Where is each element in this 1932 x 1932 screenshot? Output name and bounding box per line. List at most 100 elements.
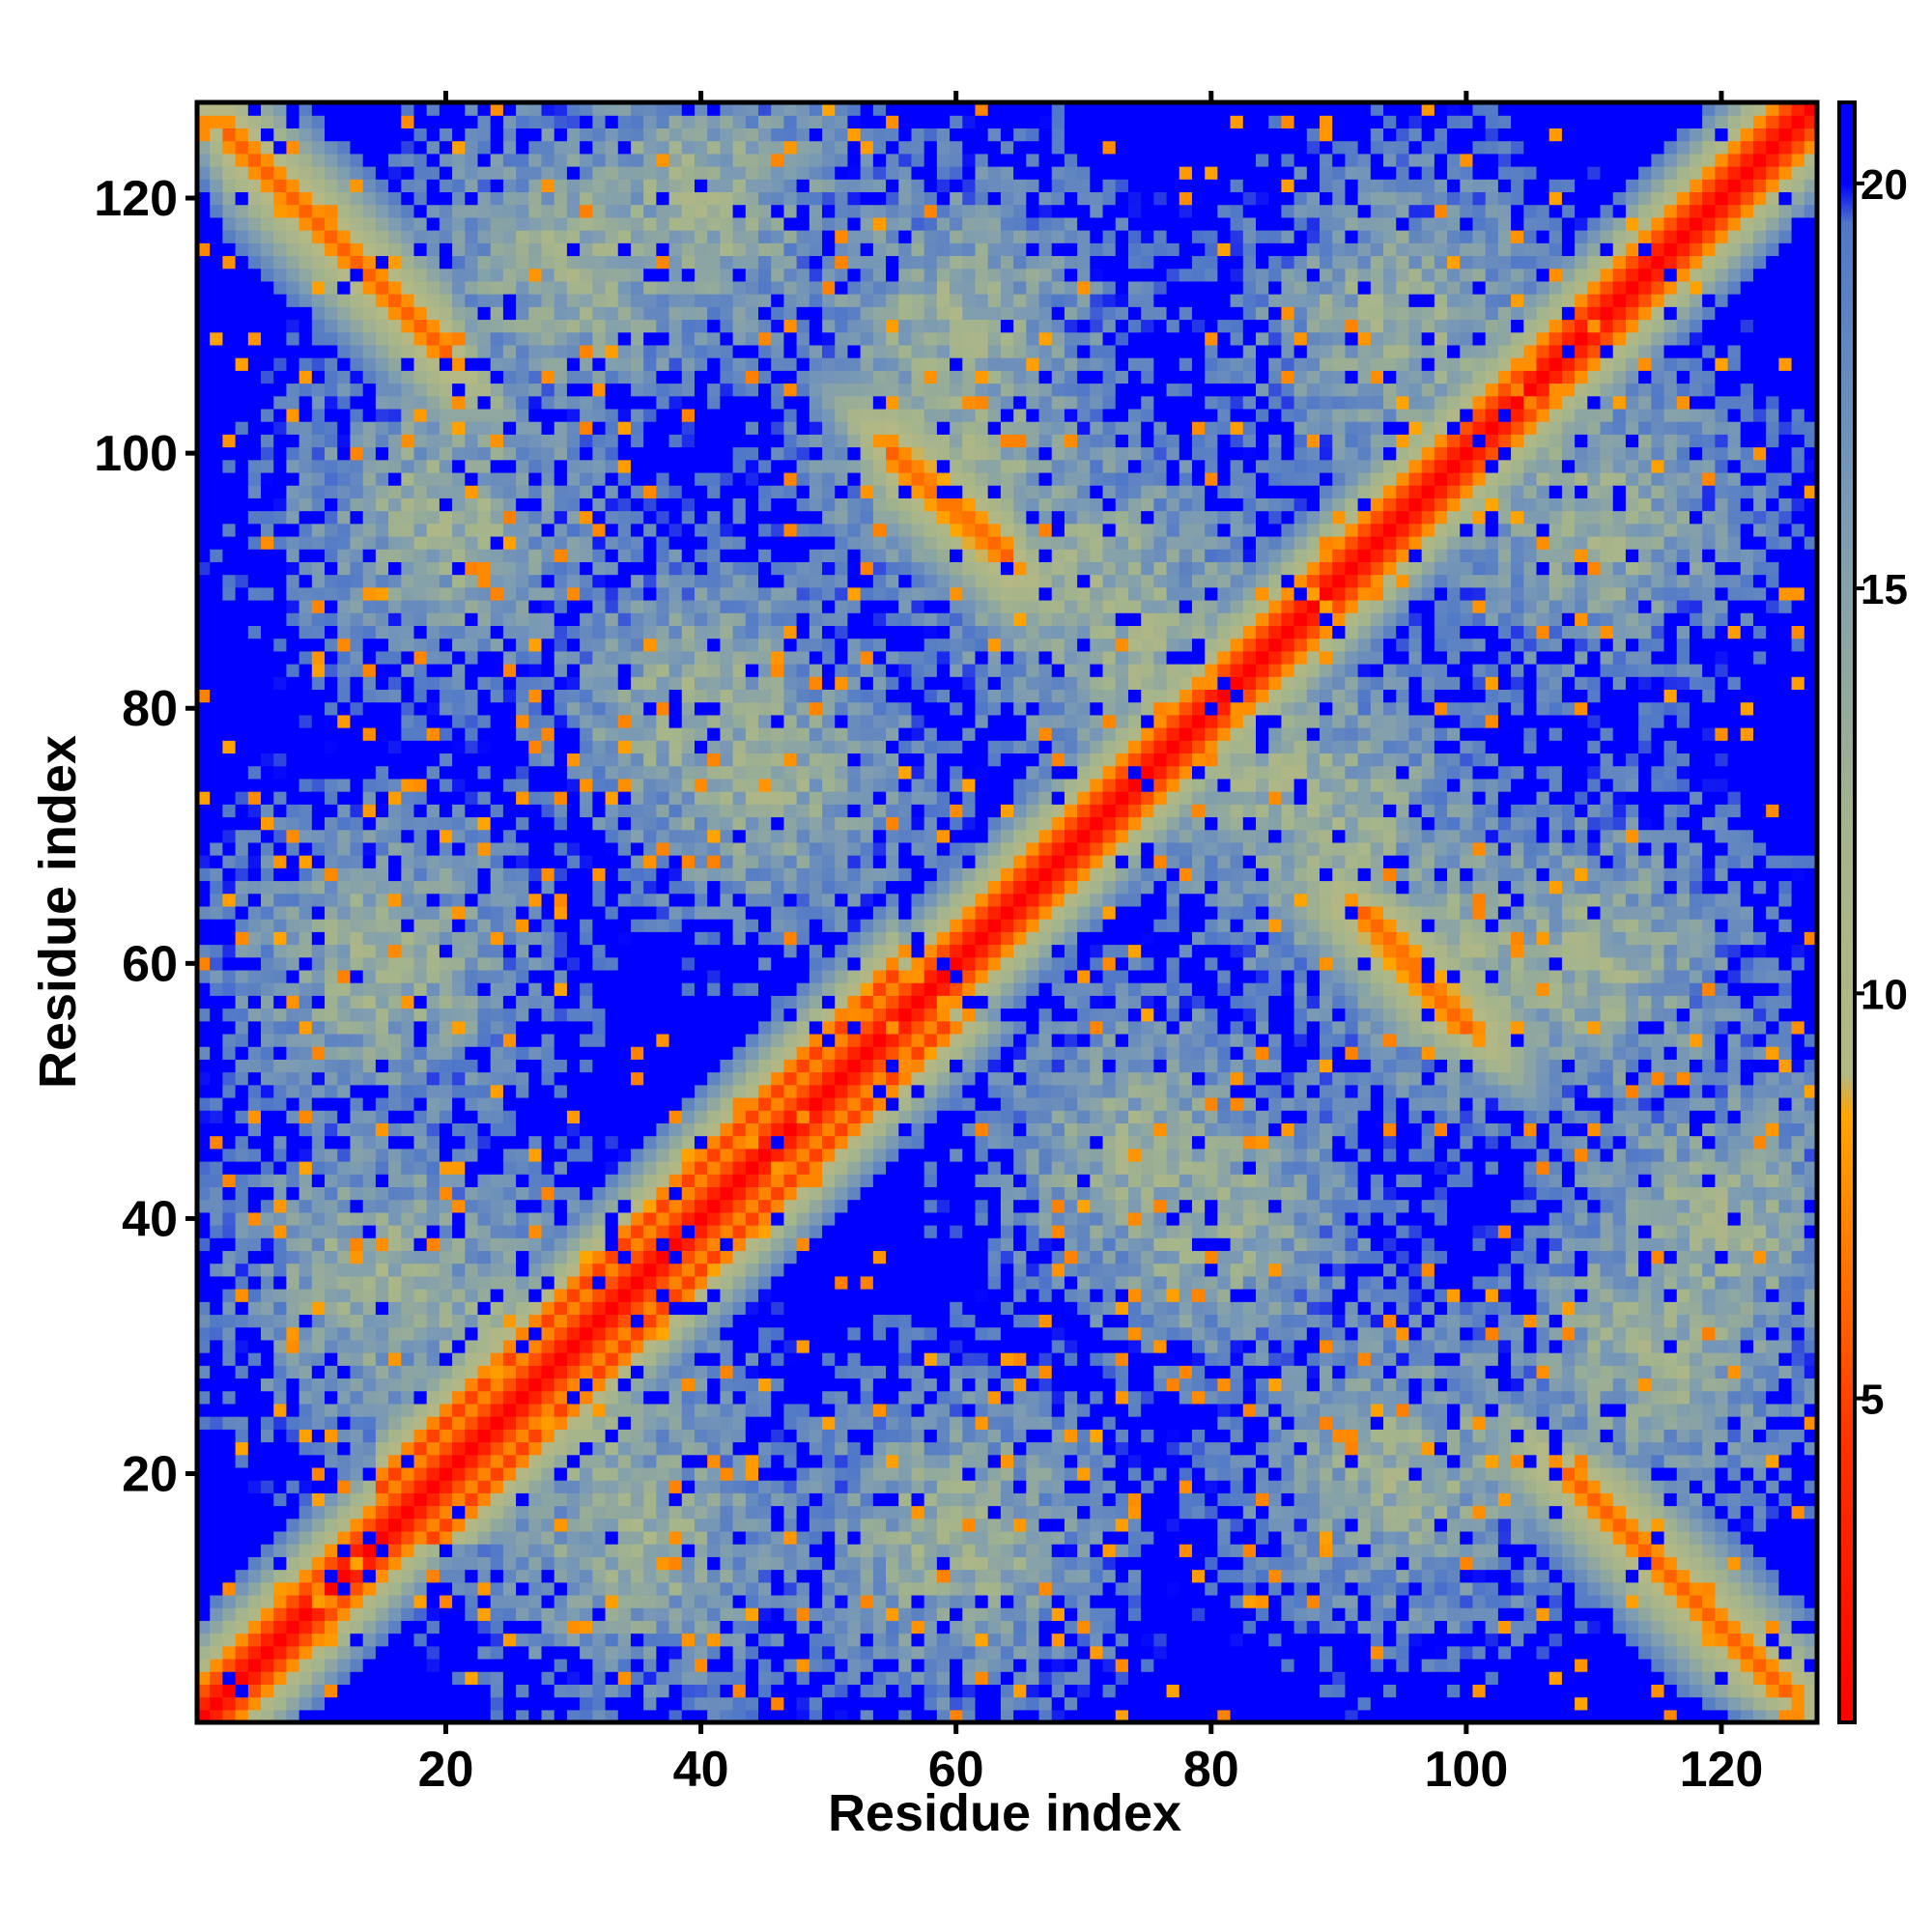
heatmap-cell (298, 166, 313, 180)
heatmap-cell (643, 280, 657, 295)
heatmap-cell (235, 1492, 249, 1507)
heatmap-cell (528, 331, 543, 346)
heatmap-cell (477, 230, 492, 243)
heatmap-cell (325, 727, 338, 741)
heatmap-cell (247, 459, 262, 473)
heatmap-cell (566, 1658, 581, 1672)
heatmap-cell (413, 1378, 428, 1392)
heatmap-cell (413, 586, 428, 601)
heatmap-cell (605, 179, 619, 193)
heatmap-cell (566, 638, 581, 652)
heatmap-cell (605, 1696, 619, 1711)
heatmap-cell (350, 395, 364, 410)
heatmap-cell (477, 919, 492, 932)
heatmap-cell (566, 166, 581, 180)
heatmap-cell (210, 1492, 223, 1507)
heatmap-cell (350, 740, 364, 754)
heatmap-cell (210, 344, 223, 358)
heatmap-cell (388, 191, 402, 206)
heatmap-cell (273, 1199, 288, 1213)
heatmap-cell (210, 880, 223, 895)
heatmap-cell (337, 1008, 352, 1022)
heatmap-cell (210, 1199, 223, 1213)
heatmap-cell (350, 1250, 364, 1264)
heatmap-cell (580, 574, 593, 588)
heatmap-cell (426, 434, 440, 448)
heatmap-cell (528, 1581, 543, 1596)
heatmap-cell (541, 765, 555, 780)
heatmap-cell (401, 1518, 415, 1532)
heatmap-cell (197, 1530, 211, 1545)
heatmap-cell (286, 740, 300, 754)
heatmap-cell (401, 1135, 415, 1150)
heatmap-cell (502, 919, 517, 932)
heatmap-cell (592, 115, 607, 128)
heatmap-cell (465, 1352, 479, 1366)
heatmap-cell (477, 740, 492, 754)
heatmap-cell (401, 331, 415, 346)
heatmap-cell (541, 1314, 555, 1328)
heatmap-cell (413, 216, 428, 231)
heatmap-cell (694, 1633, 708, 1647)
heatmap-cell (375, 905, 389, 920)
heatmap-cell (668, 421, 683, 435)
heatmap-cell (656, 1033, 670, 1047)
heatmap-cell (643, 395, 657, 410)
heatmap-cell (643, 459, 657, 473)
heatmap-cell (516, 841, 529, 856)
heatmap-cell (222, 1289, 237, 1302)
heatmap-cell (222, 931, 237, 946)
heatmap-cell (235, 650, 249, 665)
heatmap-cell (617, 1237, 632, 1252)
heatmap-cell (592, 689, 607, 703)
heatmap-cell (452, 1518, 466, 1532)
heatmap-cell (413, 408, 428, 422)
heatmap-cell (566, 357, 581, 371)
heatmap-cell (566, 1581, 581, 1596)
heatmap-cell (605, 1033, 619, 1047)
heatmap-cell (580, 1569, 593, 1583)
heatmap-cell (630, 1403, 644, 1417)
heatmap-cell (452, 944, 466, 958)
heatmap-cell (452, 1492, 466, 1507)
heatmap-cell (401, 179, 415, 193)
heatmap-cell (452, 1709, 466, 1723)
heatmap-cell (261, 1148, 274, 1162)
heatmap-cell (502, 1314, 517, 1328)
heatmap-cell (452, 1122, 466, 1137)
heatmap-cell (668, 306, 683, 321)
heatmap-cell (592, 1008, 607, 1022)
heatmap-cell (210, 1339, 223, 1353)
heatmap-cell (452, 268, 466, 282)
heatmap-cell (592, 280, 607, 295)
heatmap-cell (617, 1696, 632, 1711)
heatmap-cell (210, 549, 223, 562)
heatmap-cell (630, 1033, 644, 1047)
heatmap-cell (694, 1581, 708, 1596)
heatmap-cell (477, 1122, 492, 1137)
heatmap-cell (388, 1250, 402, 1264)
heatmap-cell (261, 395, 274, 410)
heatmap-cell (630, 459, 644, 473)
heatmap-cell (247, 1607, 262, 1621)
heatmap-cell (502, 434, 517, 448)
heatmap-cell (261, 612, 274, 626)
heatmap-cell (247, 944, 262, 958)
heatmap-cell (668, 1211, 683, 1226)
heatmap-cell (261, 294, 274, 307)
heatmap-cell (668, 1645, 683, 1660)
heatmap-cell (605, 1225, 619, 1238)
heatmap-cell (592, 1684, 607, 1698)
heatmap-cell (528, 395, 543, 410)
heatmap-cell (286, 1505, 300, 1520)
heatmap-cell (273, 714, 288, 728)
heatmap-cell (668, 1326, 683, 1341)
heatmap-cell (362, 778, 377, 792)
heatmap-cell (261, 638, 274, 652)
heatmap-cell (286, 586, 300, 601)
heatmap-cell (362, 1199, 377, 1213)
heatmap-cell (362, 1326, 377, 1341)
heatmap-cell (222, 331, 237, 346)
heatmap-cell (541, 714, 555, 728)
heatmap-cell (681, 471, 696, 486)
